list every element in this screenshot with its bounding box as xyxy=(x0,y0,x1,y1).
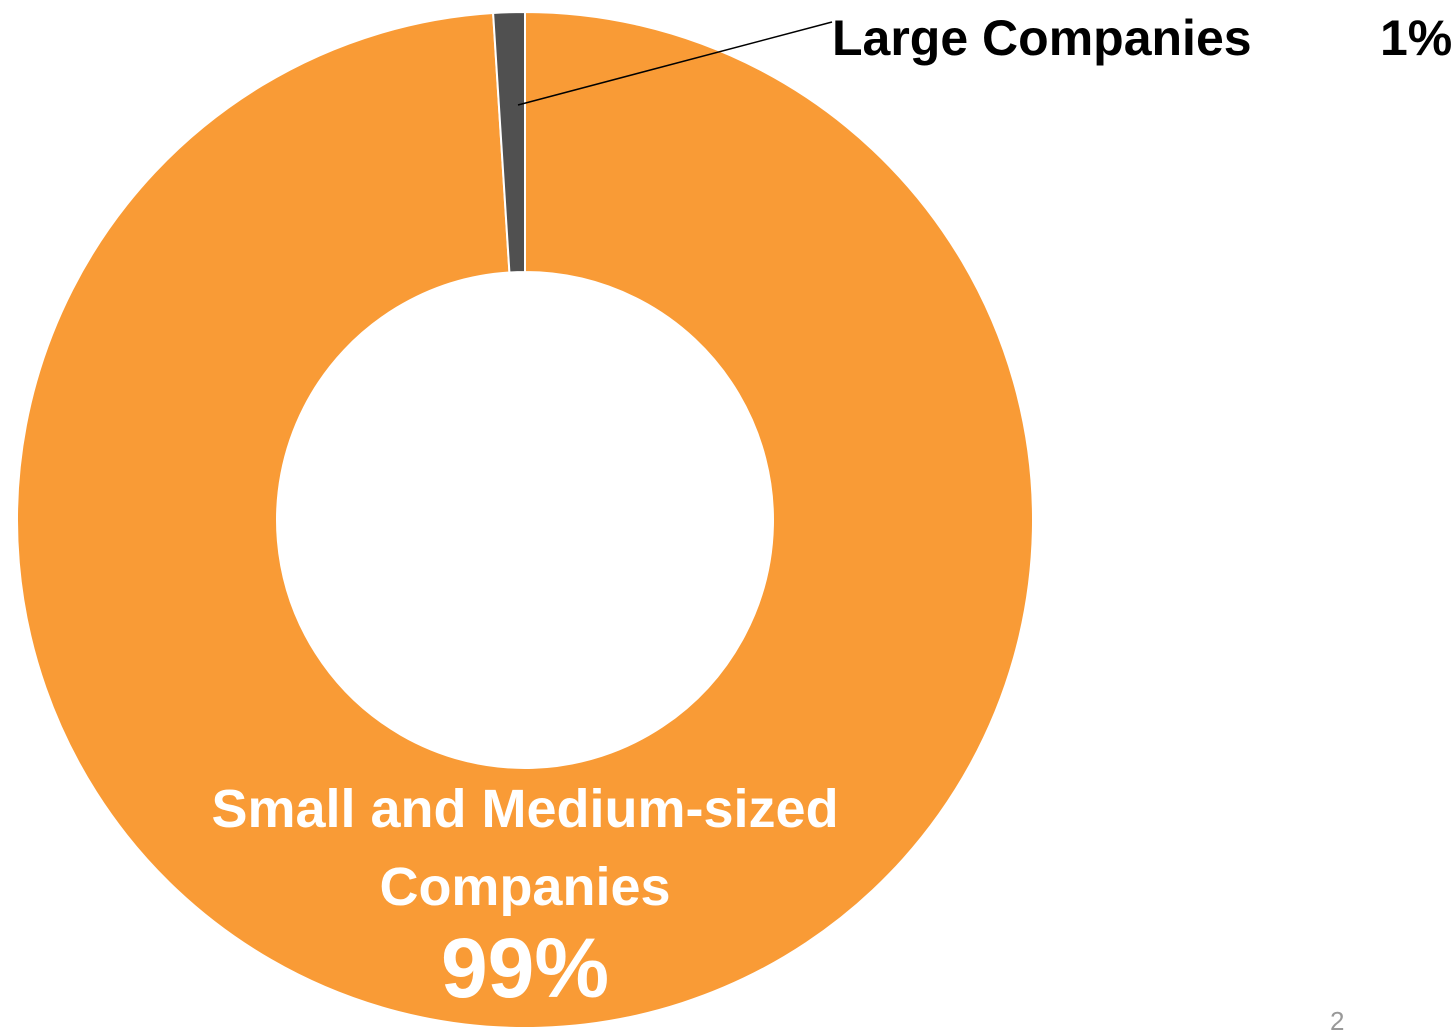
slice-label: Small and Medium-sized Companies xyxy=(211,779,839,917)
slice xyxy=(15,10,1034,1029)
page-number: 2 xyxy=(1330,1006,1344,1031)
slice-value-label: 99% xyxy=(440,921,610,1015)
slice xyxy=(492,10,526,274)
slice-label: Large Companies xyxy=(832,10,1252,66)
leader-line xyxy=(517,21,833,106)
slice-value-label: 1% xyxy=(1380,10,1452,66)
